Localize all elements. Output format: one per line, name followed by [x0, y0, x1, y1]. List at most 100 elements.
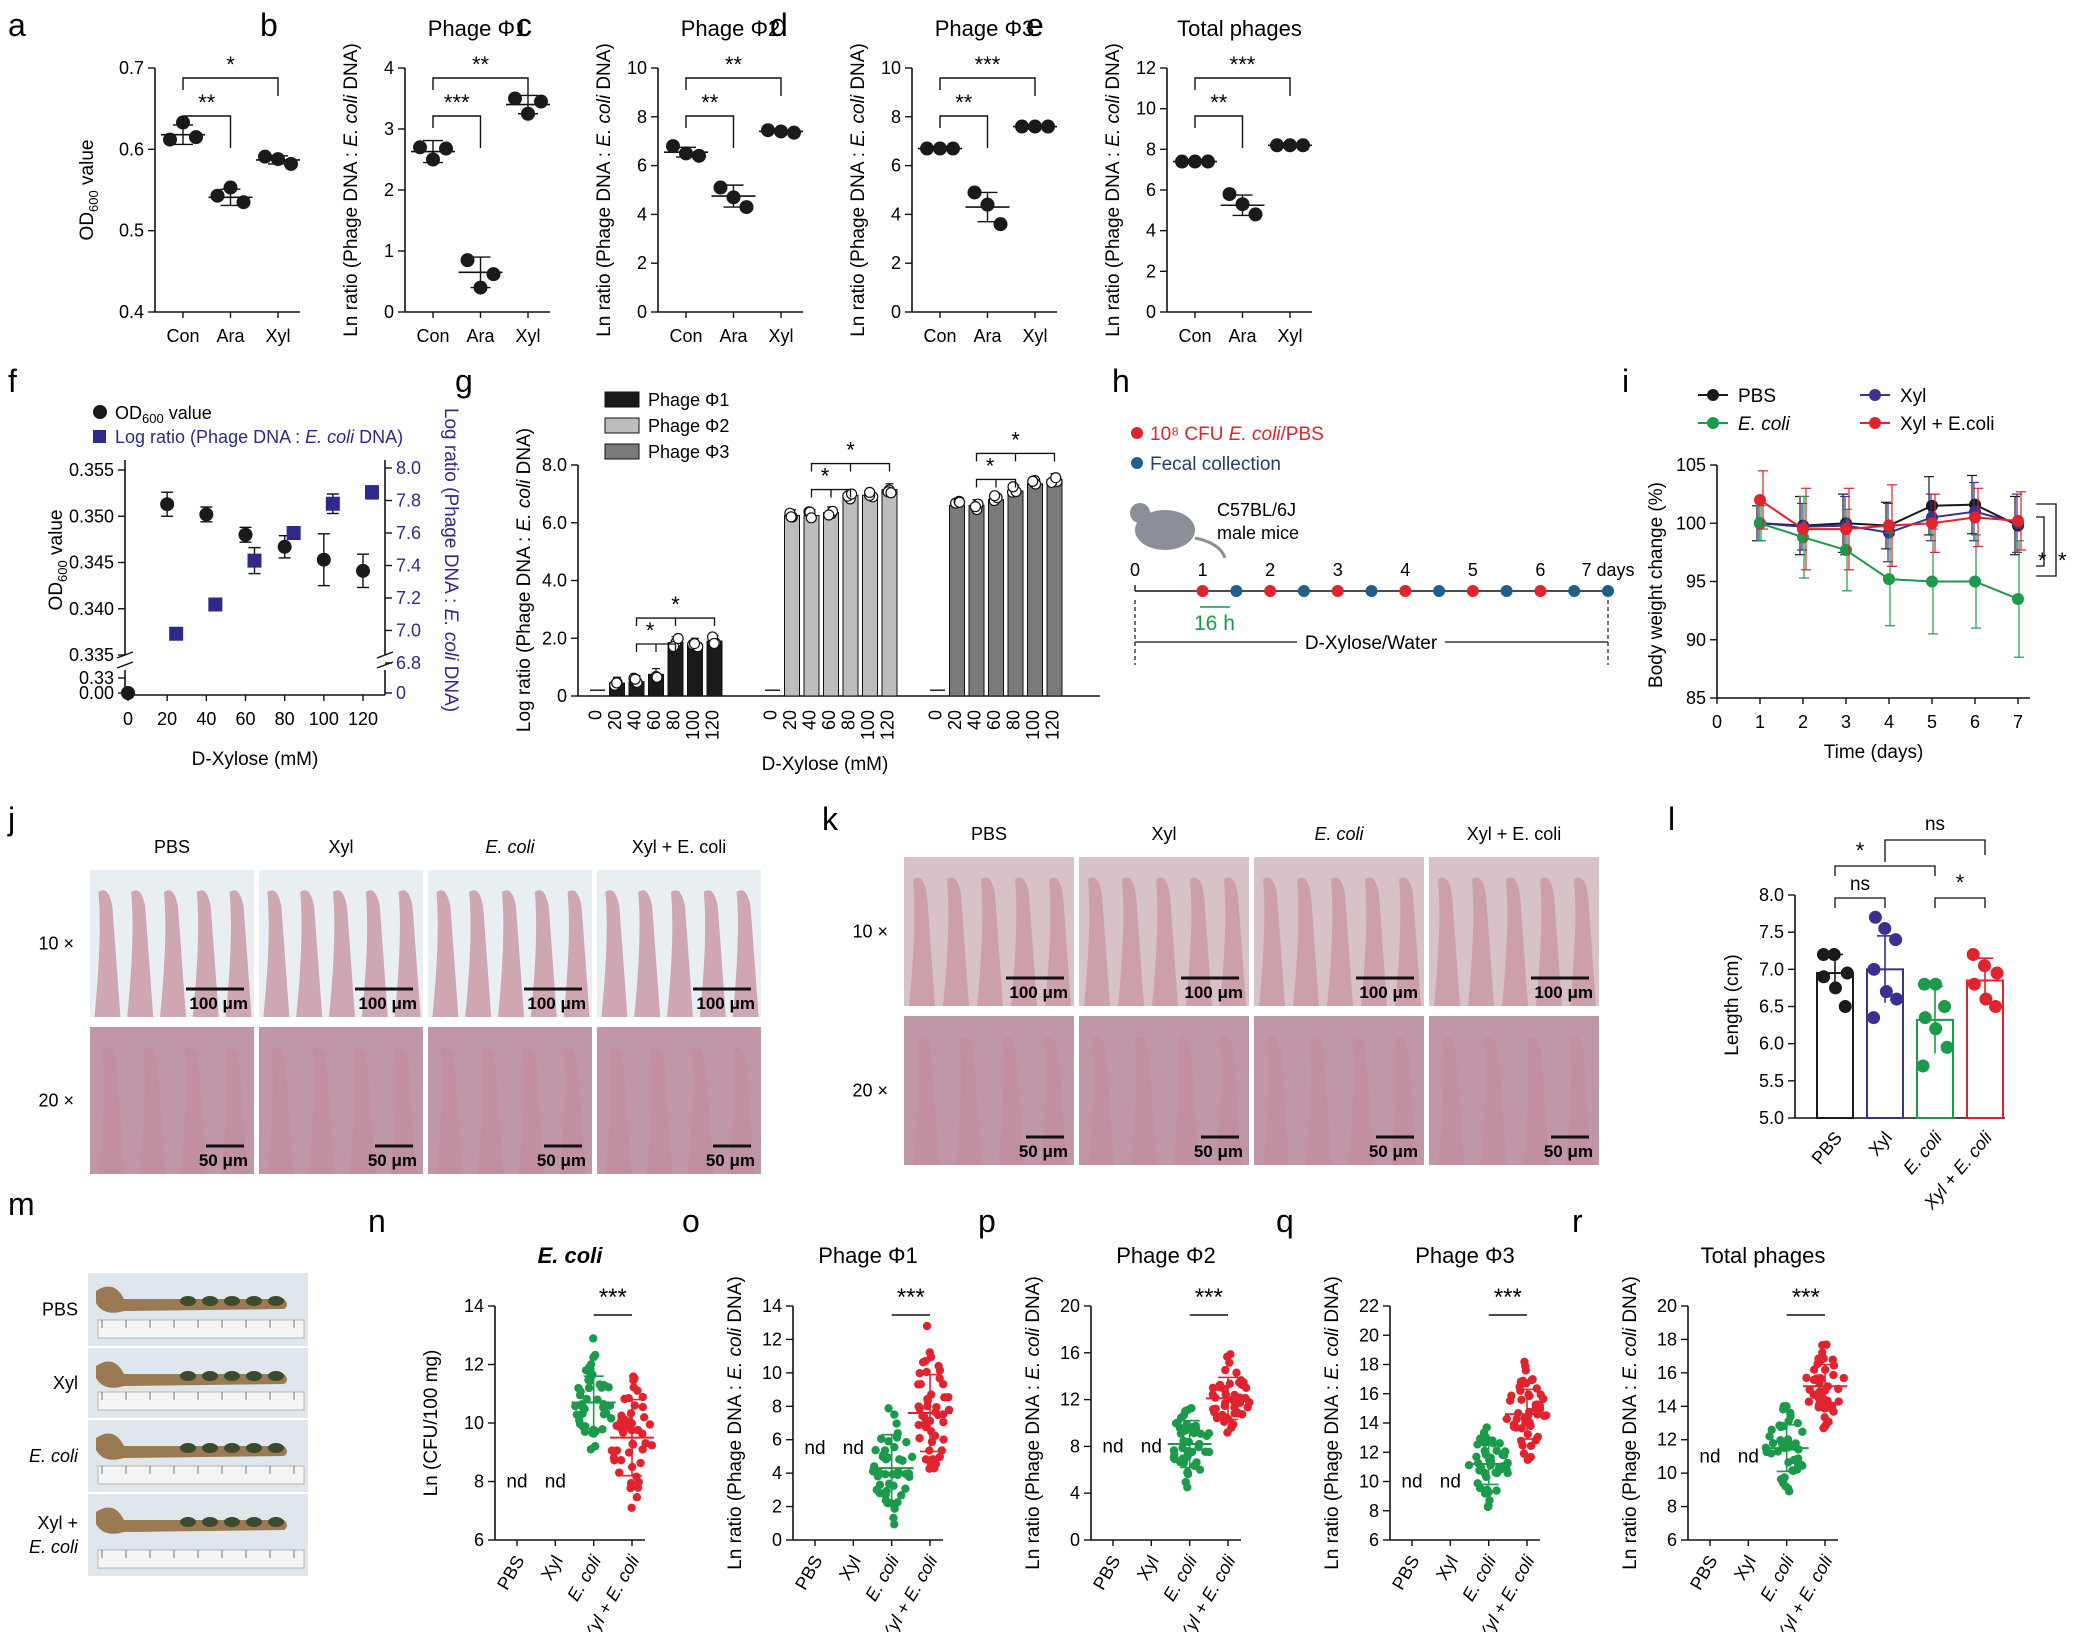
- data-point: [1183, 1448, 1192, 1457]
- panel-p-y-tick-label: 12: [1060, 1390, 1080, 1410]
- f-y-tick-label: 0.345: [69, 553, 114, 573]
- data-point: [1883, 573, 1895, 586]
- bar: [706, 640, 723, 697]
- g-y-tick-label: 4.0: [542, 571, 567, 591]
- sig-bracket: [939, 115, 989, 148]
- panel-c-x-tick-label: Ara: [719, 326, 748, 346]
- data-point: [922, 1321, 932, 1331]
- g-x-tick-label: 40: [800, 710, 820, 730]
- data-point: [1776, 1475, 1786, 1484]
- panel-q-y-tick-label: 12: [1359, 1442, 1379, 1462]
- data-point: [614, 1468, 624, 1477]
- f-y2-tick-label: 7.4: [396, 556, 421, 576]
- panel-d-y-tick-label: 4: [891, 204, 901, 224]
- tissue-villus: [563, 890, 590, 1017]
- data-point: [1187, 1403, 1196, 1413]
- nd-label: nd: [1738, 1446, 1759, 1467]
- data-point: [1527, 1375, 1536, 1385]
- data-point: [1818, 1341, 1827, 1350]
- panel-r-y-tick-label: 18: [1657, 1329, 1677, 1349]
- data-point: [1189, 1428, 1199, 1438]
- data-point: [873, 1467, 882, 1477]
- panel-a-x-tick-label: Con: [166, 326, 199, 346]
- f-y-tick-label: 0.33: [79, 668, 114, 688]
- data-point: [1798, 1427, 1807, 1436]
- panel-o: Phage Φ1 0 2 4 6 8 10 12 14 Ln ratio (Phage DNA :…: [725, 1243, 954, 1632]
- data-point: [1235, 1378, 1244, 1387]
- tissue-villus: [1084, 877, 1110, 1006]
- g-x-tick-label: 60: [644, 710, 664, 730]
- data-point: [1916, 1059, 1930, 1073]
- sig-label: **: [1210, 90, 1228, 115]
- panel-a-y-tick-label: 0.5: [119, 221, 144, 241]
- od-point: [121, 686, 135, 700]
- data-point: [1296, 138, 1310, 153]
- data-point: [1243, 1403, 1252, 1412]
- data-point: [582, 1394, 591, 1404]
- x-tick-label: Xyl: [1133, 1552, 1163, 1584]
- scale-label: 50 μm: [368, 1151, 417, 1170]
- data-point: [1989, 1000, 2003, 1013]
- data-point: [473, 280, 488, 295]
- bar: [1027, 483, 1043, 697]
- log-point: [286, 526, 301, 540]
- l-x-tick-label: PBS: [1808, 1128, 1846, 1168]
- timeline-tick-label: 1: [1198, 560, 1208, 580]
- panel-r-y-tick-label: 12: [1657, 1430, 1677, 1450]
- sig-bracket: [1834, 865, 1936, 876]
- data-point: [589, 1425, 598, 1435]
- f-y2-tick-label: 7.8: [396, 491, 421, 511]
- panel-letter-r: r: [1572, 1203, 1583, 1239]
- f-y-tick-label: 0.00: [79, 683, 114, 703]
- data-point: [575, 1419, 585, 1429]
- data-point: [1840, 544, 1852, 557]
- data-point: [1940, 1040, 1954, 1054]
- tissue-villus: [221, 1047, 248, 1174]
- sig-bracket: [1194, 77, 1291, 96]
- g-x-tick-label: 80: [1004, 710, 1024, 730]
- data-point: [1839, 1373, 1848, 1383]
- column-label: Xyl: [328, 837, 353, 857]
- data-point: [1827, 947, 1841, 961]
- data-point: [1220, 1401, 1229, 1411]
- fecal-dot: [1230, 585, 1243, 597]
- fecal-dot: [1568, 585, 1581, 597]
- data-point: [1235, 197, 1250, 212]
- i-x-tick-label: 1: [1755, 712, 1765, 732]
- fecal-dot: [1433, 585, 1446, 597]
- tissue-villus: [1259, 877, 1285, 1006]
- feces: [224, 1371, 240, 1381]
- g-x-tick-label: 40: [625, 710, 645, 730]
- panel-q-y-tick-label: 22: [1359, 1296, 1379, 1316]
- panel-a-y-tick-label: 0.7: [119, 58, 144, 78]
- fecal-dot: [1500, 585, 1513, 597]
- data-point: [1492, 1446, 1501, 1455]
- log-point: [169, 626, 184, 641]
- data-point: [584, 1375, 593, 1385]
- i-y-tick-label: 105: [1676, 455, 1706, 475]
- tissue-villus: [361, 890, 388, 1017]
- legend-od-marker: [93, 405, 107, 419]
- data-point: [1169, 1446, 1179, 1455]
- bar: [687, 643, 703, 697]
- tissue-villus: [955, 1036, 982, 1165]
- panel-n-y-tick-label: 10: [464, 1413, 484, 1433]
- data-point: [1238, 1410, 1247, 1419]
- data-point: [884, 1404, 893, 1413]
- panel-o-y-tick-label: 10: [762, 1363, 782, 1383]
- feces: [246, 1443, 262, 1453]
- f-x-tick-label: 100: [309, 709, 339, 729]
- data-point: [761, 123, 775, 138]
- f-y2-tick-label: 7.2: [396, 588, 421, 608]
- feces: [246, 1296, 262, 1306]
- f-y2-tick-label: 8.0: [396, 458, 421, 478]
- tissue-villus: [225, 890, 252, 1017]
- data-point: [1797, 523, 1809, 536]
- data-point: [1472, 1452, 1481, 1461]
- f-x-tick-label: 120: [348, 709, 378, 729]
- panel-q-y-tick-label: 10: [1359, 1472, 1379, 1492]
- data-point: [1201, 154, 1215, 169]
- tissue-villus: [1118, 877, 1144, 1006]
- bar: [1046, 478, 1063, 697]
